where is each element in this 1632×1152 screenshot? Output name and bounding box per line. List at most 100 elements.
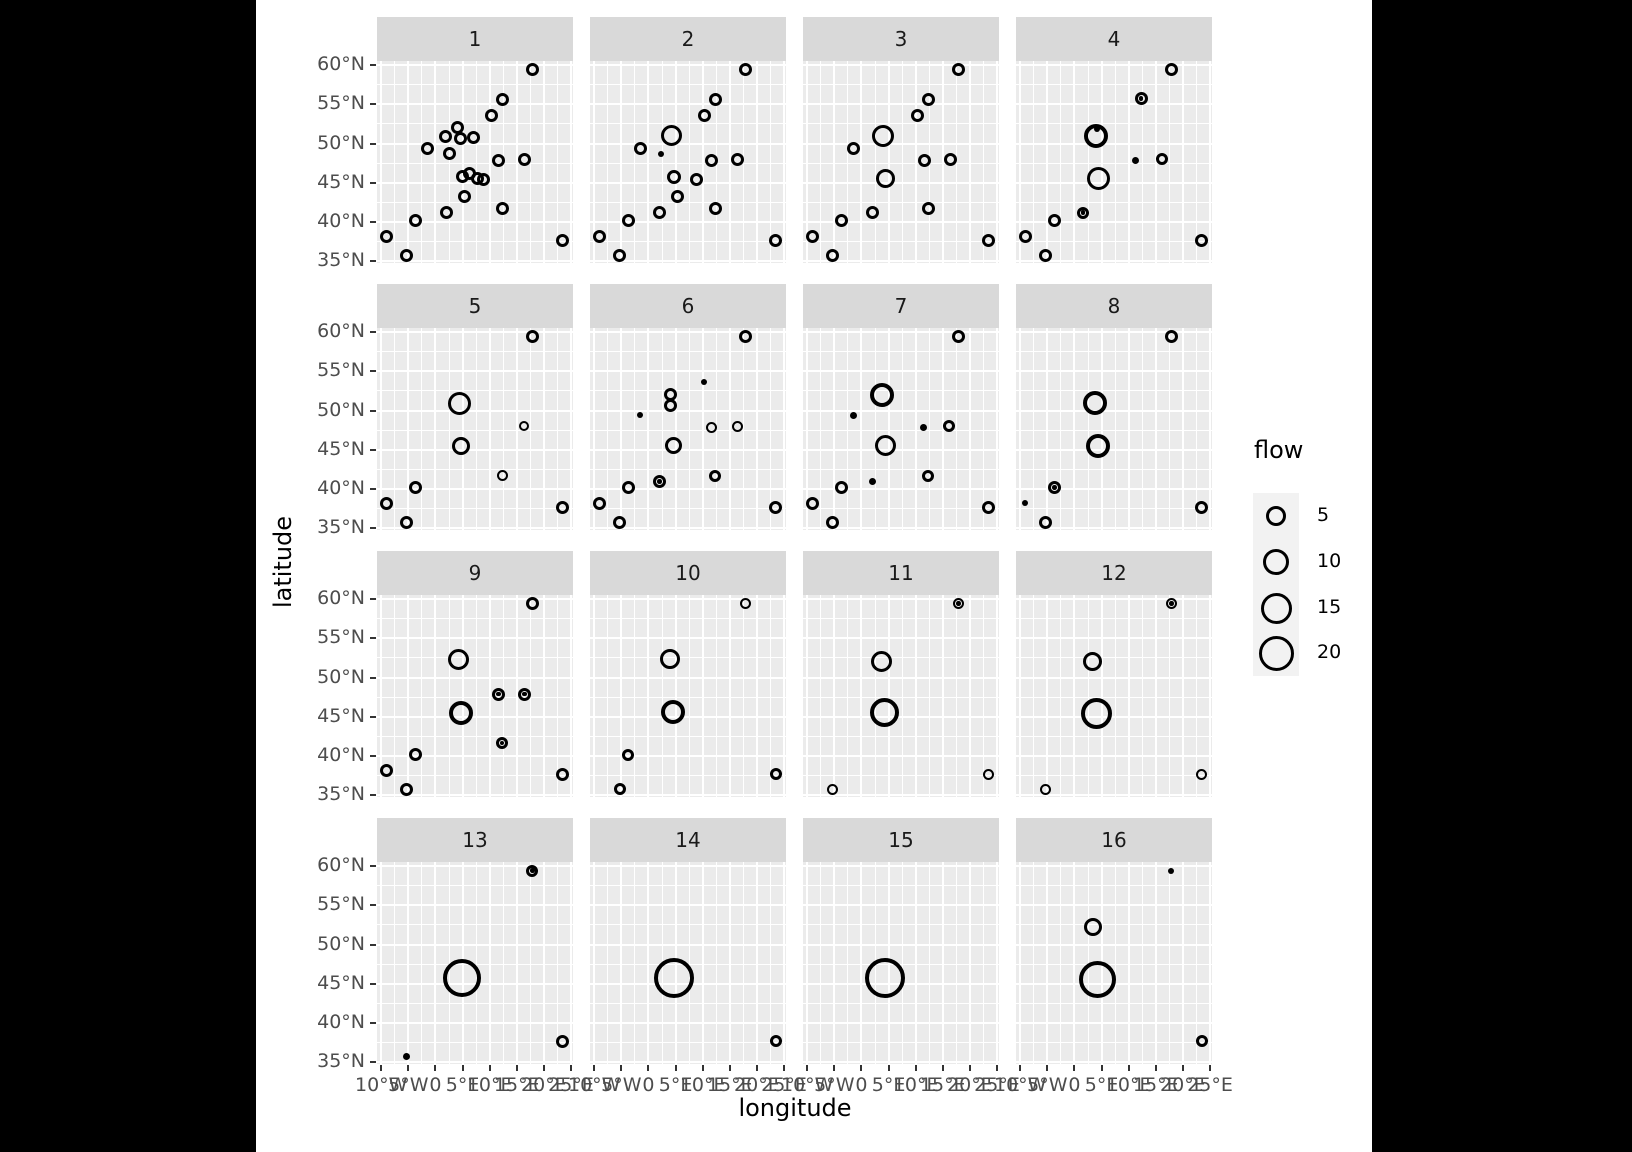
gridline-major-h: [590, 103, 786, 106]
gridline-major-v: [1046, 61, 1049, 263]
gridline-minor-v: [928, 328, 930, 530]
x-tick-mark: [1100, 1065, 1103, 1071]
gridline-major-v: [1181, 328, 1184, 530]
data-point: [556, 1034, 570, 1048]
x-tick-mark: [833, 1065, 836, 1071]
data-point: [1077, 206, 1090, 219]
gridline-minor-v: [769, 595, 771, 797]
data-point: [952, 598, 964, 610]
gridline-major-v: [1019, 595, 1022, 797]
gridline-major-h: [590, 637, 786, 640]
facet-panel-4: [1016, 61, 1212, 263]
gridline-major-h: [377, 864, 573, 867]
data-point: [613, 783, 626, 796]
gridline-major-h: [803, 715, 999, 718]
x-tick-mark: [488, 1065, 491, 1071]
y-tick-label: 35°N: [317, 249, 365, 272]
gridline-minor-v: [982, 61, 984, 263]
legend-key-circle: [1266, 506, 1286, 526]
data-point: [556, 500, 570, 514]
gridline-minor-v: [448, 61, 450, 263]
gridline-minor-h: [590, 618, 786, 620]
gridline-minor-v: [634, 328, 636, 530]
gridline-minor-h: [803, 351, 999, 353]
gridline-minor-h: [1016, 924, 1212, 926]
y-tick-mark: [370, 527, 376, 530]
gridline-major-v: [1073, 61, 1076, 263]
facet-strip-1: 1: [377, 17, 573, 61]
gridline-minor-v: [1033, 862, 1035, 1064]
data-point: [447, 391, 471, 415]
gridline-minor-v: [1087, 61, 1089, 263]
data-point: [730, 152, 744, 166]
gridline-minor-h: [803, 241, 999, 243]
y-tick-label: 55°N: [317, 626, 365, 649]
gridline-major-v: [782, 61, 785, 263]
gridline-minor-h: [803, 775, 999, 777]
gridline-minor-h: [590, 351, 786, 353]
data-point-center-dot: [1169, 601, 1174, 606]
gridline-major-v: [860, 862, 863, 1064]
gridline-major-h: [590, 1061, 786, 1064]
facet-strip-16: 16: [1016, 818, 1212, 862]
gridline-minor-v: [1168, 328, 1170, 530]
data-point: [738, 63, 752, 77]
gridline-major-v: [1181, 61, 1184, 263]
facet-panel-12: [1016, 595, 1212, 797]
gridline-minor-v: [1087, 595, 1089, 797]
data-point-center-dot: [956, 601, 961, 606]
gridline-major-v: [701, 61, 704, 263]
x-tick-mark: [914, 1065, 917, 1071]
facet-strip-label: 2: [681, 27, 695, 51]
y-tick-label: 60°N: [317, 52, 365, 75]
data-point: [408, 748, 422, 762]
gridline-minor-v: [742, 595, 744, 797]
gridline-minor-v: [928, 595, 930, 797]
gridline-major-v: [1019, 61, 1022, 263]
facet-panel-8: [1016, 328, 1212, 530]
facet-strip-3: 3: [803, 17, 999, 61]
y-tick-label: 40°N: [317, 1011, 365, 1034]
gridline-minor-v: [421, 862, 423, 1064]
gridline-minor-h: [377, 84, 573, 86]
gridline-major-v: [1019, 862, 1022, 1064]
data-point: [661, 125, 683, 147]
gridline-major-v: [515, 595, 518, 797]
gridline-major-h: [377, 715, 573, 718]
gridline-minor-h: [803, 1002, 999, 1004]
gridline-major-h: [1016, 142, 1212, 145]
y-tick-mark: [370, 676, 376, 679]
data-point: [1195, 1035, 1208, 1048]
gridline-major-h: [377, 63, 573, 66]
data-point: [519, 421, 530, 432]
gridline-major-v: [968, 862, 971, 1064]
x-tick-mark: [755, 1065, 758, 1071]
data-point: [443, 147, 457, 161]
gridline-major-h: [590, 409, 786, 412]
data-point: [451, 436, 470, 455]
data-point: [1022, 500, 1029, 507]
x-tick-mark: [515, 1065, 518, 1071]
x-tick-label: 5°E: [658, 1074, 693, 1096]
gridline-major-v: [1154, 328, 1157, 530]
gridline-minor-v: [421, 328, 423, 530]
data-point: [467, 130, 481, 144]
y-tick-label: 45°N: [317, 971, 365, 994]
x-tick-label: 15°E: [706, 1074, 753, 1096]
y-tick-label: 45°N: [317, 704, 365, 727]
gridline-minor-v: [955, 862, 957, 1064]
facet-strip-9: 9: [377, 551, 573, 595]
data-point-center-dot: [657, 479, 662, 484]
gridline-minor-v: [1195, 595, 1197, 797]
data-point: [827, 783, 839, 795]
data-point: [621, 214, 635, 228]
gridline-major-v: [542, 862, 545, 1064]
gridline-major-h: [1016, 794, 1212, 797]
gridline-minor-v: [874, 61, 876, 263]
gridline-minor-v: [556, 61, 558, 263]
data-point: [664, 398, 678, 412]
x-tick-mark: [887, 1065, 890, 1071]
legend-key-label: 15: [1317, 596, 1342, 618]
facet-strip-label: 16: [1101, 828, 1127, 852]
x-tick-label: 25°E: [1187, 1074, 1233, 1096]
